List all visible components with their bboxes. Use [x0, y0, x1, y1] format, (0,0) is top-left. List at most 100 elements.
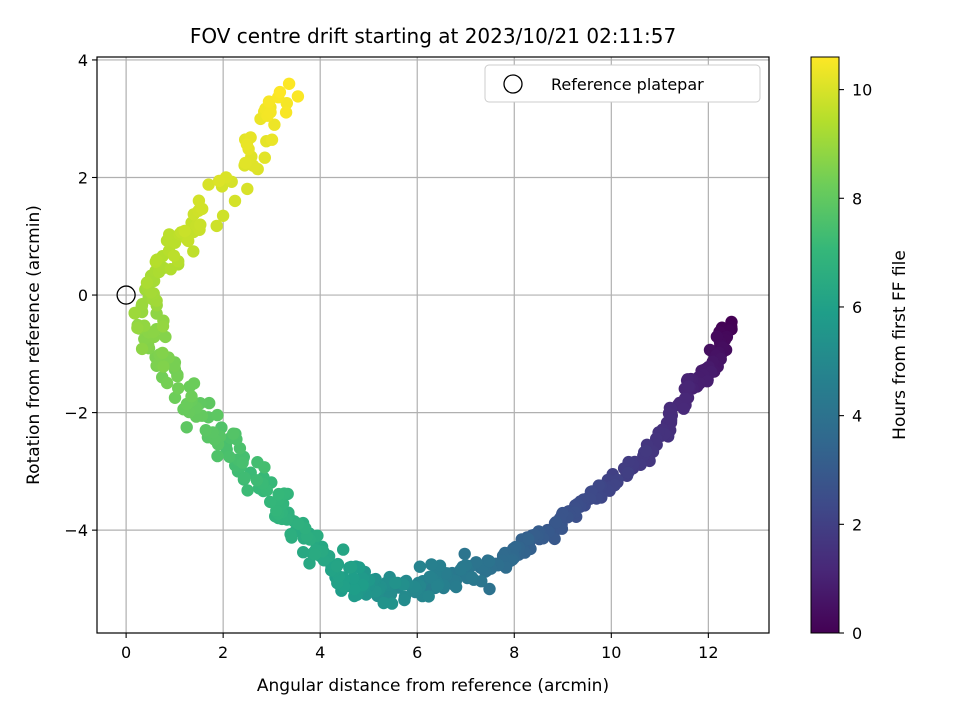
data-point — [163, 228, 176, 241]
data-point — [128, 306, 141, 320]
data-point — [308, 548, 322, 561]
data-point — [239, 156, 252, 170]
plot-frame — [96, 56, 770, 634]
data-point — [216, 209, 230, 222]
data-point — [171, 370, 184, 383]
data-point — [268, 118, 281, 131]
y-axis-label: Rotation from reference (arcmin) — [24, 205, 44, 485]
data-point — [431, 580, 444, 593]
data-point — [258, 461, 271, 474]
data-point — [262, 95, 276, 108]
data-point — [172, 382, 185, 395]
x-tick-label: 10 — [601, 643, 621, 662]
data-point — [159, 330, 172, 344]
data-point — [291, 90, 305, 103]
data-point — [164, 263, 177, 276]
data-point — [425, 558, 438, 571]
data-point — [273, 85, 287, 99]
data-point — [264, 495, 277, 509]
grid — [97, 57, 769, 633]
data-point — [344, 560, 358, 574]
data-point — [202, 178, 215, 191]
chart-title: FOV centre drift starting at 2023/10/21 … — [190, 24, 676, 48]
colorbar-tick-label: 8 — [852, 189, 862, 208]
data-point — [469, 556, 483, 569]
x-tick-label: 0 — [121, 643, 131, 662]
data-point — [682, 380, 695, 393]
data-point — [303, 557, 316, 570]
data-point — [147, 325, 160, 339]
data-point — [144, 286, 158, 299]
data-point — [265, 133, 279, 146]
data-point — [157, 360, 170, 373]
data-point — [454, 563, 467, 576]
data-point — [348, 583, 361, 596]
colorbar-label: Hours from first FF file — [890, 250, 910, 440]
data-point — [236, 456, 249, 469]
data-point — [180, 421, 193, 434]
x-tick-label: 12 — [698, 643, 718, 662]
data-point — [483, 555, 496, 568]
data-point — [413, 560, 427, 573]
data-point — [522, 532, 535, 546]
colorbar-tick-label: 4 — [852, 407, 862, 426]
data-point — [422, 590, 435, 603]
data-point — [241, 182, 254, 196]
data-point — [483, 582, 496, 596]
data-point — [187, 245, 200, 258]
data-point — [270, 504, 283, 517]
data-point — [187, 377, 201, 390]
data-point — [131, 321, 144, 335]
data-point — [284, 528, 297, 541]
data-point — [664, 413, 678, 427]
colorbar-tick-label: 10 — [852, 81, 872, 100]
data-point — [258, 151, 271, 164]
data-point — [238, 471, 251, 485]
data-point — [264, 106, 277, 119]
data-point — [549, 516, 563, 529]
data-point — [423, 570, 436, 583]
data-point — [223, 450, 236, 463]
data-point — [168, 391, 182, 404]
colorbar-tick-label: 6 — [852, 298, 862, 317]
data-point — [389, 576, 402, 590]
data-point — [199, 424, 212, 437]
reference-platepar-marker — [116, 285, 136, 305]
y-tick-label: −2 — [64, 404, 88, 423]
data-point — [250, 474, 264, 487]
data-point — [398, 593, 411, 607]
data-point — [140, 276, 154, 289]
x-axis-label: Angular distance from reference (arcmin) — [257, 676, 609, 696]
legend: Reference platepar — [484, 64, 761, 103]
data-point — [241, 484, 254, 497]
x-tick-label: 8 — [509, 643, 519, 662]
legend-marker-reference — [503, 74, 523, 94]
y-tick-label: 2 — [78, 168, 88, 187]
data-point — [211, 408, 224, 422]
data-point — [330, 560, 344, 573]
data-point — [377, 596, 390, 610]
data-point — [194, 218, 207, 231]
data-point — [449, 580, 463, 594]
data-point — [621, 466, 635, 480]
x-tick-label: 4 — [315, 643, 325, 662]
data-point — [677, 402, 690, 415]
axis-ticks: 0 2 4 6 8 10 12 −4 −2 0 2 4 — [64, 51, 718, 662]
data-point — [160, 376, 174, 390]
legend-box — [484, 64, 761, 103]
data-point — [135, 342, 149, 356]
data-points — [116, 77, 738, 610]
data-point — [212, 174, 226, 188]
x-tick-label: 2 — [218, 643, 228, 662]
data-point — [465, 571, 479, 584]
data-point — [292, 517, 305, 530]
data-point — [150, 253, 163, 267]
data-point — [279, 106, 293, 119]
colorbar — [810, 56, 840, 634]
colorbar-tick-label: 2 — [852, 515, 862, 534]
y-tick-label: 0 — [78, 286, 88, 305]
data-point — [192, 194, 206, 207]
data-point — [211, 449, 224, 463]
data-point — [337, 543, 350, 556]
